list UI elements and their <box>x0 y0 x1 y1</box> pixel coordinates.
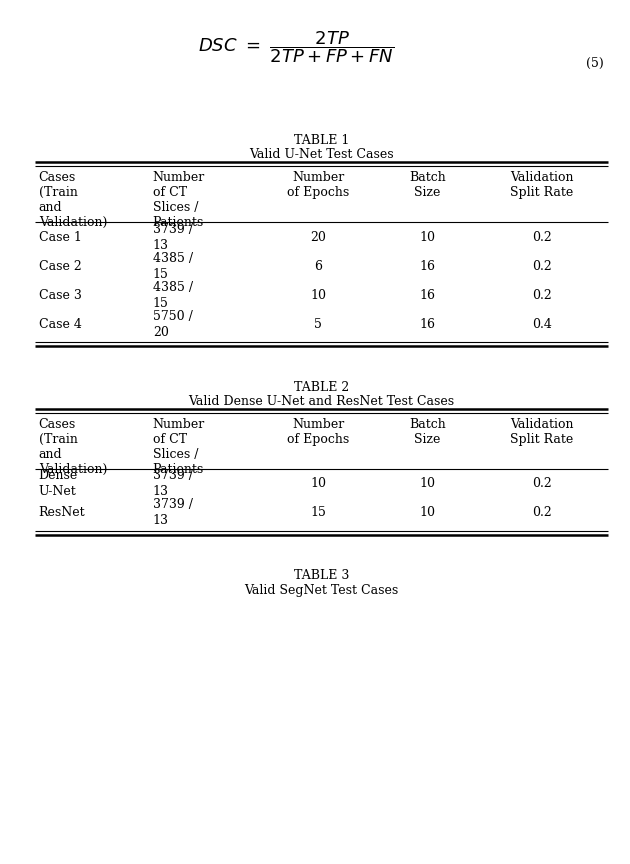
Text: 5750 /
20: 5750 / 20 <box>152 309 193 339</box>
Text: Case 4: Case 4 <box>38 318 81 331</box>
Text: 10: 10 <box>310 289 326 302</box>
Text: Batch
Size: Batch Size <box>410 171 446 199</box>
Text: 10: 10 <box>420 231 435 244</box>
Text: Number
of Epochs: Number of Epochs <box>287 417 350 446</box>
Text: Validation
Split Rate: Validation Split Rate <box>510 417 573 446</box>
Text: 0.2: 0.2 <box>532 259 551 273</box>
Text: ResNet: ResNet <box>38 506 85 519</box>
Text: Dense
U-Net: Dense U-Net <box>38 469 78 499</box>
Text: Batch
Size: Batch Size <box>410 417 446 446</box>
Text: 0.2: 0.2 <box>532 478 551 491</box>
Text: 0.2: 0.2 <box>532 506 551 519</box>
Text: Valid U-Net Test Cases: Valid U-Net Test Cases <box>249 149 394 162</box>
Text: Case 3: Case 3 <box>38 289 81 302</box>
Text: 0.2: 0.2 <box>532 289 551 302</box>
Text: 3739 /
13: 3739 / 13 <box>152 469 193 499</box>
Text: TABLE 2: TABLE 2 <box>294 381 349 394</box>
Text: Valid Dense U-Net and ResNet Test Cases: Valid Dense U-Net and ResNet Test Cases <box>188 395 454 408</box>
Text: Number
of CT
Slices /
Patients: Number of CT Slices / Patients <box>152 417 205 475</box>
Text: 0.4: 0.4 <box>532 318 552 331</box>
Text: 20: 20 <box>311 231 326 244</box>
Text: Case 2: Case 2 <box>38 259 81 273</box>
Text: 6: 6 <box>314 259 322 273</box>
Text: Valid SegNet Test Cases: Valid SegNet Test Cases <box>244 584 398 597</box>
Text: Number
of CT
Slices /
Patients: Number of CT Slices / Patients <box>152 171 205 229</box>
Text: Cases
(Train
and
Validation): Cases (Train and Validation) <box>38 171 107 229</box>
Text: TABLE 3: TABLE 3 <box>294 569 349 582</box>
Text: Validation
Split Rate: Validation Split Rate <box>510 171 573 199</box>
Text: 4385 /
15: 4385 / 15 <box>152 251 193 281</box>
Text: 0.2: 0.2 <box>532 231 551 244</box>
Text: 3739 /
13: 3739 / 13 <box>152 223 193 251</box>
Text: 10: 10 <box>310 478 326 491</box>
Text: 5: 5 <box>314 318 322 331</box>
Text: 16: 16 <box>420 289 435 302</box>
Text: 15: 15 <box>311 506 326 519</box>
Text: TABLE 1: TABLE 1 <box>294 134 349 147</box>
Text: 16: 16 <box>420 318 435 331</box>
Text: 10: 10 <box>420 506 435 519</box>
Text: 16: 16 <box>420 259 435 273</box>
Text: Cases
(Train
and
Validation): Cases (Train and Validation) <box>38 417 107 475</box>
Text: 4385 /
15: 4385 / 15 <box>152 281 193 309</box>
Text: Number
of Epochs: Number of Epochs <box>287 171 350 199</box>
Text: $DSC\ =\ \dfrac{2TP}{2TP + FP + FN}$: $DSC\ =\ \dfrac{2TP}{2TP + FP + FN}$ <box>198 29 394 66</box>
Text: 3739 /
13: 3739 / 13 <box>152 499 193 527</box>
Text: 10: 10 <box>420 478 435 491</box>
Text: Case 1: Case 1 <box>38 231 81 244</box>
Text: (5): (5) <box>586 56 604 70</box>
